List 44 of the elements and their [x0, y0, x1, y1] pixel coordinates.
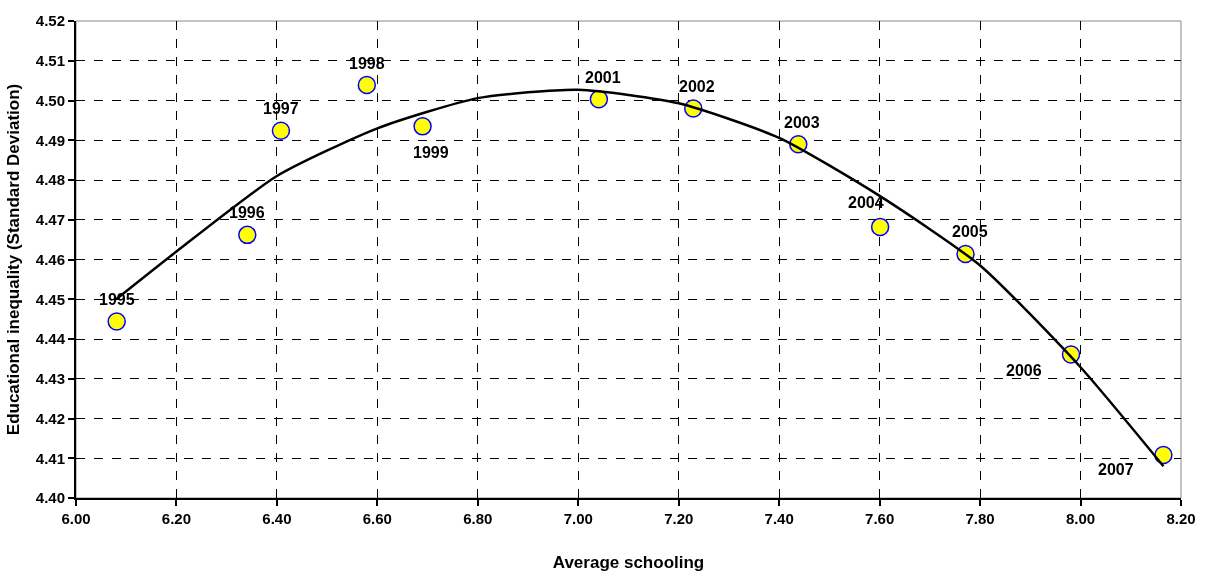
point	[107, 312, 126, 331]
y-tick-label: 4.44	[35, 330, 66, 348]
annotation: 2002	[679, 78, 715, 95]
x-tick-label: 6.40	[262, 510, 292, 527]
y-tick-label: 4.45	[35, 290, 65, 308]
y-tick-label: 4.52	[35, 12, 65, 30]
x-tick-label: 6.60	[362, 510, 392, 527]
x-tick-label: 6.20	[161, 510, 192, 527]
x-tick-label: 7.00	[563, 510, 593, 527]
annotation: 1999	[413, 144, 449, 161]
x-tick-label: 7.60	[865, 510, 895, 527]
x-tick-label: 7.20	[664, 510, 694, 527]
point	[271, 121, 291, 140]
annotation: 2007	[1098, 461, 1134, 478]
x-tick-label: 6.00	[61, 510, 91, 527]
annotation: 2004	[848, 194, 884, 211]
y-tick-label: 4.42	[35, 409, 65, 427]
annotation: 2001	[585, 69, 621, 86]
x-tick-label: 7.40	[764, 510, 794, 527]
point	[413, 117, 432, 136]
y-tick-label: 4.49	[35, 131, 65, 149]
annotation: 2005	[952, 223, 988, 240]
x-tick-label: 8.20	[1166, 510, 1196, 527]
y-tick-label: 4.50	[35, 91, 65, 109]
y-tick-label: 4.41	[35, 449, 65, 467]
point	[357, 75, 377, 95]
annotation: 1996	[229, 204, 265, 221]
annotation: 1997	[263, 100, 299, 117]
y-axis-title: Educational inequality (Standard Deviation)	[3, 83, 23, 436]
annotation: 2006	[1006, 362, 1042, 379]
point	[589, 90, 609, 109]
y-tick-label: 4.43	[35, 370, 65, 387]
y-tick-label: 4.48	[35, 171, 65, 189]
y-tick-label: 4.40	[35, 489, 65, 507]
x-axis-title: Average schooling	[552, 552, 705, 572]
point	[870, 217, 890, 237]
point	[238, 225, 257, 245]
y-tick-label: 4.46	[35, 250, 65, 268]
y-tick-label: 4.51	[35, 52, 65, 69]
y-tick-label: 4.47	[35, 211, 65, 228]
x-tick-label: 7.80	[965, 510, 995, 527]
x-tick-label: 8.00	[1065, 510, 1096, 527]
annotation: 2003	[784, 114, 820, 131]
x-tick-label: 6.80	[463, 510, 493, 527]
